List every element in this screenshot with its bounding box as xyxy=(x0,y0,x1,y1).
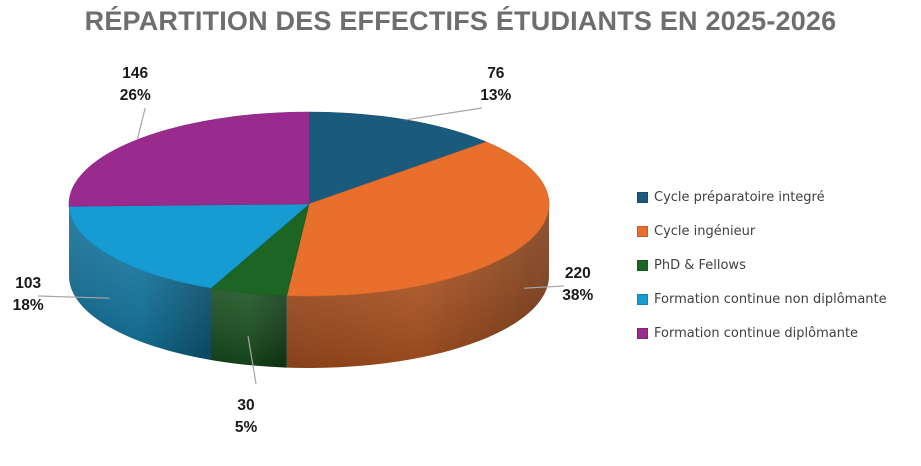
legend-swatch xyxy=(637,327,648,339)
leader-line-3 xyxy=(38,295,110,299)
pie-slice-1 xyxy=(286,141,550,297)
chart-title: RÉPARTITION DES EFFECTIFS ÉTUDIANTS EN 2… xyxy=(84,6,837,36)
data-label-value-1: 220 xyxy=(565,265,591,282)
legend: Cycle préparatoire integré Cycle ingénieu… xyxy=(637,180,887,350)
data-label-percent-2: 5% xyxy=(235,419,258,436)
leader-line-1 xyxy=(523,285,564,289)
pie-slice-4 xyxy=(68,111,310,207)
pie-side-vshade-3 xyxy=(69,206,211,360)
legend-item: PhD & Fellows xyxy=(637,248,887,282)
legend-swatch xyxy=(637,259,648,271)
legend-label: Formation continue non diplômante xyxy=(654,291,887,307)
leader-line-0 xyxy=(405,107,482,121)
legend-swatch xyxy=(637,225,648,237)
data-label-percent-3: 18% xyxy=(13,297,44,314)
pie-slice-3 xyxy=(68,203,310,289)
data-label-value-2: 30 xyxy=(237,397,254,414)
pie-side-vshade-2 xyxy=(210,287,287,368)
legend-item: Cycle ingénieur xyxy=(637,214,887,248)
data-label-value-3: 103 xyxy=(15,275,41,292)
legend-item: Formation continue diplômante xyxy=(637,316,887,350)
data-label-percent-1: 38% xyxy=(562,287,593,304)
legend-swatch xyxy=(637,191,648,203)
legend-label: Formation continue diplômante xyxy=(654,325,859,341)
legend-label: Cycle préparatoire integré xyxy=(654,189,825,205)
data-label-percent-0: 13% xyxy=(480,87,511,104)
data-label-percent-4: 26% xyxy=(120,87,151,104)
legend-label: Cycle ingénieur xyxy=(654,223,756,239)
data-label-value-0: 76 xyxy=(487,65,505,82)
legend-item: Cycle préparatoire integré xyxy=(637,180,887,214)
legend-item: Formation continue non diplômante xyxy=(637,282,887,316)
leader-line-4 xyxy=(136,107,146,140)
leader-line-2 xyxy=(247,336,257,385)
data-label-value-4: 146 xyxy=(122,65,148,82)
legend-label: PhD & Fellows xyxy=(654,257,746,273)
legend-swatch xyxy=(637,293,648,305)
